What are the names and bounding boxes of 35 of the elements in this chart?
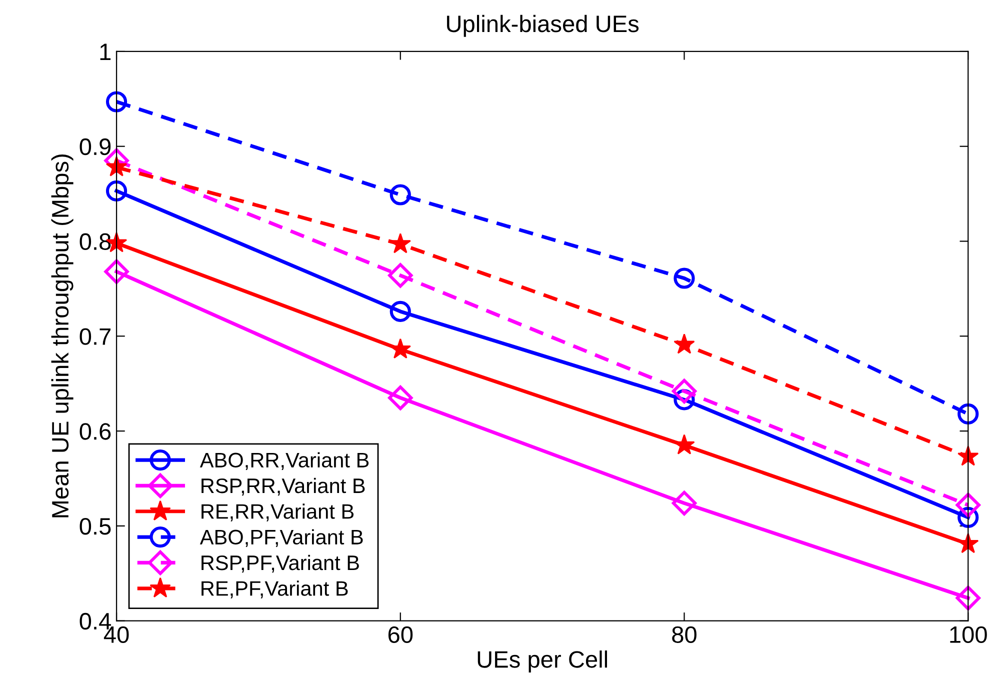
point xyxy=(956,492,980,518)
point xyxy=(672,378,697,404)
point xyxy=(958,446,979,466)
point xyxy=(390,338,411,359)
legend-label: RE,RR,Variant B xyxy=(202,504,354,522)
point xyxy=(390,184,411,206)
y-tick-label: 0.8 xyxy=(80,233,111,250)
legend-label: RSP,PF,Variant B xyxy=(202,554,359,573)
point xyxy=(104,259,129,284)
point xyxy=(388,263,413,288)
y-tick-label: 0.5 xyxy=(80,518,111,535)
point xyxy=(390,300,411,322)
y-tick-label: 1 xyxy=(100,44,111,60)
point xyxy=(388,385,413,410)
point xyxy=(958,403,979,425)
x-tick-label: 60 xyxy=(388,626,413,644)
point xyxy=(672,490,697,516)
y-tick-label: 0.6 xyxy=(80,423,111,440)
point xyxy=(106,180,128,202)
legend-label: ABO,PF,Variant B xyxy=(200,529,363,547)
legend-label: RE,PF,Variant B xyxy=(202,580,348,598)
legend-label: RSP,RR,Variant B xyxy=(202,478,365,496)
y-tick-label: 0.7 xyxy=(80,328,110,345)
point xyxy=(106,91,128,112)
chart-title: Uplink-biased UEs xyxy=(447,14,639,37)
point xyxy=(674,334,695,354)
legend-label: ABO,RR,Variant B xyxy=(200,452,369,470)
point xyxy=(956,586,980,610)
x-tick-label: 80 xyxy=(672,626,696,644)
y-tick-label: 0.9 xyxy=(80,138,111,156)
y-axis-title: Mean UE uplink throughput (Mbps) xyxy=(51,154,74,518)
x-tick-label: 100 xyxy=(950,626,987,644)
point xyxy=(958,532,979,554)
x-axis-title: UEs per Cell xyxy=(478,650,608,672)
point xyxy=(674,268,695,289)
